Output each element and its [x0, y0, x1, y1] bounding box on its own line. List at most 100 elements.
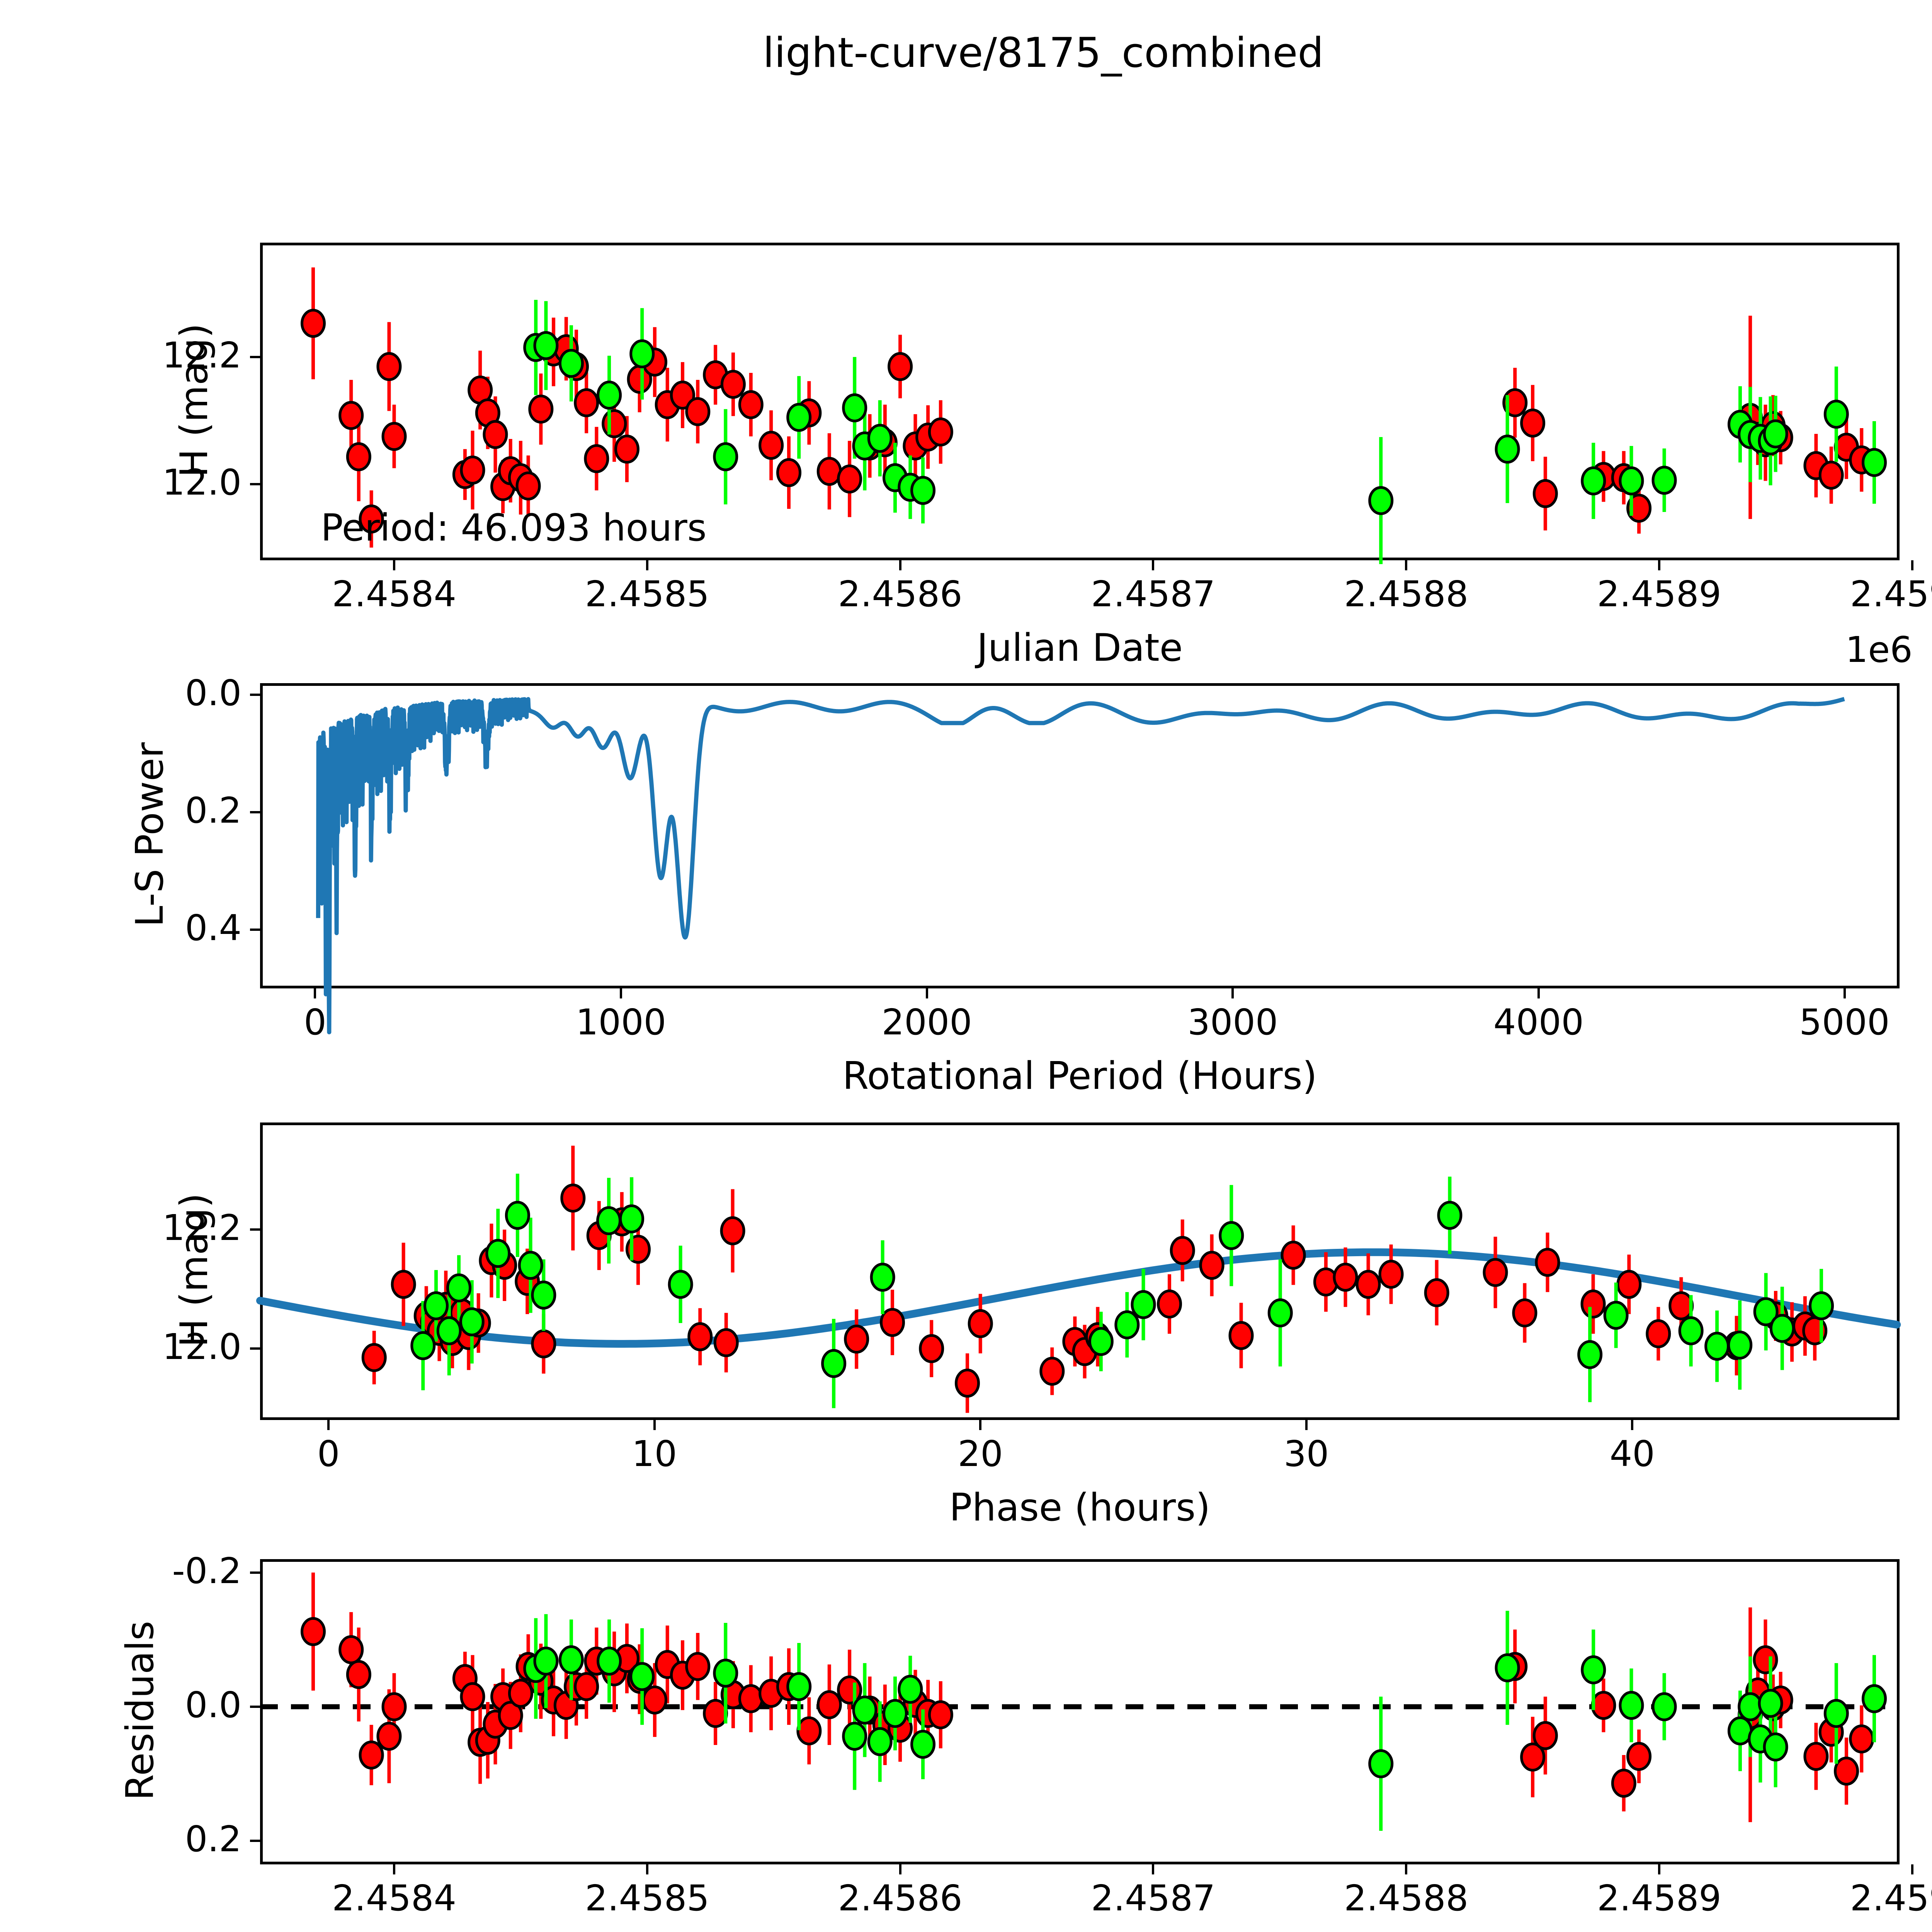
- residuals-data-point: [1368, 1749, 1394, 1779]
- periodogram-xtick: [314, 988, 316, 998]
- phase-data-point: [1156, 1289, 1182, 1319]
- residuals-ytick-label: 0.0: [185, 1684, 242, 1726]
- residuals-data-point: [1849, 1724, 1874, 1753]
- phase-data-point: [1535, 1248, 1560, 1277]
- lightcurve-xtick: [646, 560, 648, 570]
- residuals-data-point: [498, 1701, 523, 1730]
- phase-data-point: [1333, 1262, 1358, 1292]
- phase-data-point: [505, 1201, 530, 1230]
- phase-ytick-label: 12.2: [162, 1207, 242, 1249]
- residuals-data-point: [713, 1658, 738, 1688]
- lightcurve-ytick: [250, 483, 260, 485]
- lightcurve-data-point: [359, 504, 384, 534]
- phase-data-point: [391, 1270, 416, 1299]
- lightcurve-data-point: [738, 390, 764, 419]
- phase-data-point: [720, 1216, 745, 1245]
- phase-xlabel: Phase (hours): [949, 1486, 1211, 1530]
- lightcurve-data-point: [1581, 466, 1606, 495]
- residuals-data-point: [910, 1730, 936, 1759]
- phase-data-point: [1039, 1357, 1065, 1386]
- phase-data-point: [1483, 1258, 1508, 1287]
- lightcurve-data-point: [574, 388, 599, 417]
- lightcurve-xtick: [899, 560, 901, 570]
- lightcurve-data-point: [1862, 448, 1887, 477]
- residuals-data-point: [597, 1646, 622, 1676]
- lightcurve-xtick: [1152, 560, 1155, 570]
- lightcurve-data-point: [759, 430, 784, 460]
- residuals-xtick: [1405, 1864, 1408, 1874]
- residuals-data-point: [816, 1690, 842, 1719]
- periodogram-ytick: [250, 929, 260, 931]
- residuals-xtick-label: 2.4586: [838, 1878, 963, 1919]
- residuals-data-point: [1862, 1684, 1887, 1713]
- periodogram-ytick-label: 0.2: [185, 790, 242, 832]
- phase-data-point: [531, 1281, 556, 1310]
- phase-data-point: [459, 1307, 485, 1337]
- periodogram-xtick: [925, 988, 928, 998]
- phase-data-point: [1378, 1260, 1404, 1289]
- residuals-data-point: [1611, 1769, 1636, 1798]
- residuals-xtick-label: 2.4587: [1091, 1878, 1216, 1919]
- residuals-data-point: [1833, 1757, 1859, 1786]
- lightcurve-data-point: [1818, 461, 1844, 490]
- residuals-data-point: [508, 1679, 533, 1708]
- lightcurve-xtick: [1405, 560, 1408, 570]
- phase-data-point: [1727, 1330, 1753, 1360]
- phase-xtick-label: 40: [1609, 1433, 1655, 1475]
- lightcurve-xtick-label: 2.4585: [585, 573, 709, 615]
- periodogram-xtick-label: 3000: [1187, 1002, 1278, 1043]
- lightcurve-period-annotation: Period: 46.093 hours: [321, 506, 707, 550]
- residuals-xtick: [1152, 1864, 1155, 1874]
- periodogram-xtick-label: 5000: [1799, 1002, 1890, 1043]
- residuals-data-point: [738, 1684, 764, 1713]
- phase-data-point: [446, 1273, 472, 1303]
- phase-data-point: [436, 1316, 462, 1345]
- residuals-data-point: [533, 1646, 559, 1676]
- phase-data-point: [1646, 1319, 1671, 1349]
- phase-xtick-label: 10: [632, 1433, 677, 1475]
- residuals-data-point: [1581, 1655, 1606, 1684]
- residuals-xtick: [899, 1864, 901, 1874]
- residuals-data-point: [685, 1652, 711, 1681]
- residuals-data-point: [1651, 1692, 1677, 1721]
- phase-data-point: [1580, 1289, 1606, 1319]
- residuals-data-point: [359, 1740, 384, 1770]
- lightcurve-series-green: [523, 299, 1887, 564]
- residuals-data-point: [867, 1727, 893, 1756]
- lightcurve-data-point: [910, 476, 936, 505]
- residuals-data-point: [1823, 1699, 1849, 1728]
- residuals-data-point: [460, 1682, 485, 1711]
- periodogram-xtick-label: 4000: [1493, 1002, 1584, 1043]
- periodogram-xtick-label: 2000: [881, 1002, 972, 1043]
- residuals-data-point: [629, 1662, 655, 1691]
- periodogram-axes: [260, 683, 1900, 988]
- phase-data-point: [410, 1331, 436, 1360]
- periodogram-curve: [316, 697, 1846, 1034]
- phase-data-point: [1753, 1297, 1779, 1327]
- lightcurve-data-point: [786, 403, 812, 432]
- periodogram-xtick-label: 0: [304, 1002, 327, 1043]
- phase-data-point: [1088, 1327, 1114, 1356]
- lightcurve-data-point: [776, 458, 801, 487]
- lightcurve-data-point: [515, 471, 541, 501]
- lightcurve-data-point: [720, 370, 746, 399]
- phase-data-point: [870, 1262, 895, 1292]
- residuals-ytick: [250, 1571, 260, 1574]
- phase-xtick-label: 0: [317, 1433, 340, 1475]
- lightcurve-data-point: [338, 401, 364, 430]
- phase-xtick: [1305, 1420, 1308, 1430]
- lightcurve-data-point: [483, 420, 508, 449]
- periodogram-xtick: [1231, 988, 1234, 998]
- residuals-data-point: [703, 1699, 728, 1728]
- periodogram-xtick: [1537, 988, 1540, 998]
- phase-data-point: [1170, 1236, 1195, 1265]
- residuals-ytick-label: 0.2: [185, 1818, 242, 1860]
- phase-data-point: [423, 1291, 449, 1320]
- phase-xtick: [327, 1420, 330, 1430]
- phase-data-point: [1355, 1270, 1381, 1299]
- lightcurve-data-point: [867, 423, 893, 453]
- phase-xtick: [979, 1420, 982, 1430]
- residuals-data-point: [642, 1685, 667, 1715]
- residuals-data-point: [1619, 1691, 1644, 1720]
